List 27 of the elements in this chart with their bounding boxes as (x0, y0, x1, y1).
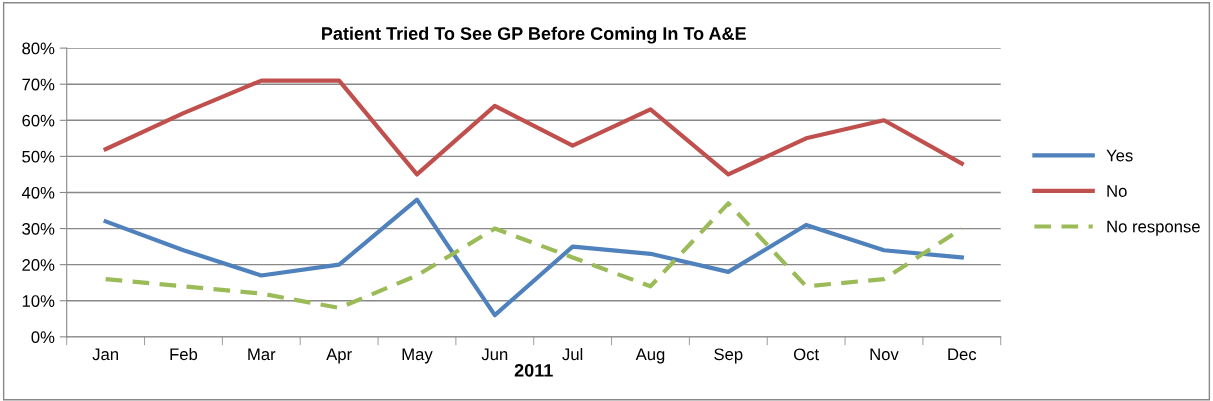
y-tick-label: 10% (22, 295, 55, 307)
x-tick-label: Feb (170, 347, 198, 361)
y-tick-label: 20% (22, 259, 55, 271)
legend-label: No response (1107, 220, 1200, 236)
x-axis-title: 2011 (514, 363, 553, 377)
x-tick-label: May (402, 348, 433, 364)
x-tick-label: Dec (948, 348, 977, 361)
x-tick-label: Apr (326, 348, 352, 364)
y-tick-label: 80% (22, 42, 55, 55)
y-tick-label: 40% (21, 186, 55, 199)
y-tick-label: 70% (22, 78, 55, 91)
x-tick-label: Jul (562, 347, 583, 361)
y-tick-label: 30% (22, 222, 55, 235)
legend-label: Yes (1106, 149, 1133, 162)
x-tick-label: Mar (248, 348, 276, 361)
chart-title: Patient Tried To See GP Before Coming In To A&E (322, 26, 746, 44)
x-tick-label: Jun (481, 348, 508, 361)
y-tick-label: 0% (31, 331, 55, 344)
x-tick-label: Nov (870, 348, 899, 361)
x-tick-label: Jan (92, 348, 118, 361)
x-tick-label: Aug (635, 348, 665, 364)
x-tick-label: Oct (793, 348, 819, 361)
line-series (103, 78, 964, 177)
y-tick-label: 60% (22, 114, 55, 127)
legend-label: No (1107, 185, 1127, 197)
y-tick-label: 50% (22, 150, 55, 163)
x-tick-label: Sep (714, 348, 743, 364)
